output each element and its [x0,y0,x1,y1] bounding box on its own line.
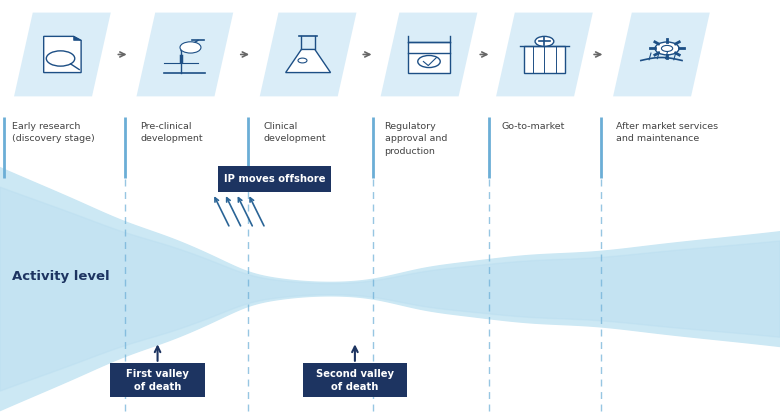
Text: First valley
of death: First valley of death [126,369,189,392]
Polygon shape [381,13,477,96]
Polygon shape [613,13,710,96]
Polygon shape [14,13,111,96]
Text: Clinical
development: Clinical development [264,122,326,143]
Text: Pre-clinical
development: Pre-clinical development [140,122,203,143]
Circle shape [661,45,672,52]
Text: Regulatory
approval and
production: Regulatory approval and production [385,122,447,155]
FancyBboxPatch shape [111,363,204,397]
Text: After market services
and maintenance: After market services and maintenance [616,122,718,143]
FancyBboxPatch shape [524,47,565,72]
Text: Second valley
of death: Second valley of death [316,369,394,392]
Text: Go-to-market: Go-to-market [502,122,565,130]
Text: Early research
(discovery stage): Early research (discovery stage) [12,122,94,143]
Circle shape [535,36,554,47]
FancyBboxPatch shape [409,42,449,72]
Text: IP moves offshore: IP moves offshore [224,174,325,184]
Polygon shape [285,49,331,72]
FancyBboxPatch shape [303,363,407,397]
Circle shape [418,55,440,67]
Polygon shape [44,36,81,72]
Polygon shape [73,36,81,40]
Polygon shape [136,13,233,96]
Text: Activity level: Activity level [12,270,109,283]
Circle shape [180,42,201,53]
FancyBboxPatch shape [218,166,331,192]
Polygon shape [260,13,356,96]
Circle shape [655,42,679,55]
Polygon shape [496,13,593,96]
